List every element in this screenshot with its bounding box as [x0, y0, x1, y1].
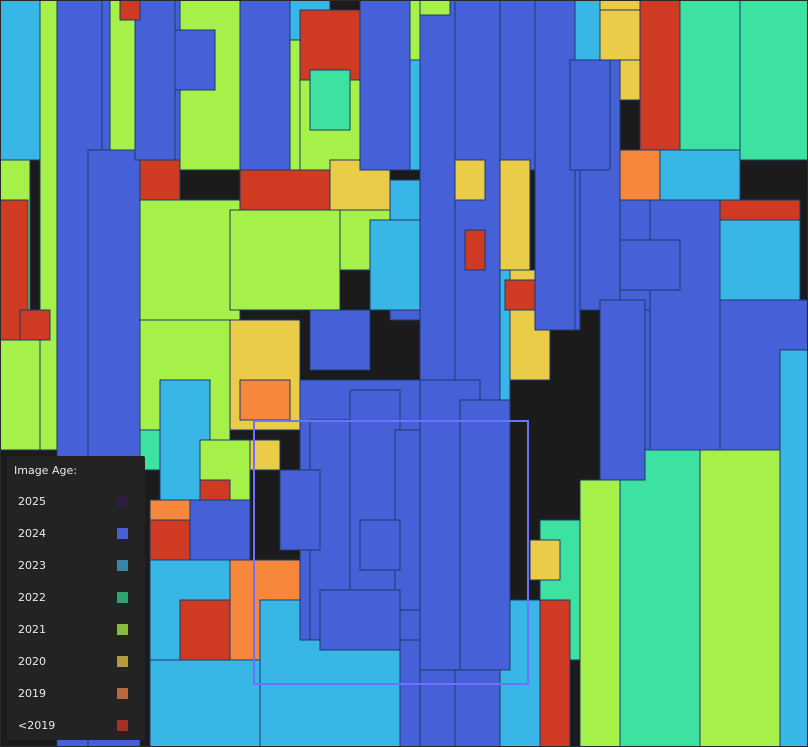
imagery-tile	[699, 449, 781, 747]
legend-item-2021: 2021	[7, 620, 145, 640]
imagery-tile	[149, 519, 191, 561]
legend-label: <2019	[18, 719, 56, 732]
imagery-tile	[619, 449, 701, 747]
legend-item-2023: 2023	[7, 556, 145, 576]
imagery-tile	[149, 659, 261, 747]
legend-swatch-2024	[117, 528, 128, 539]
imagery-column	[174, 29, 216, 91]
legend-item-2025: 2025	[7, 492, 145, 512]
legend-swatch-2021	[117, 624, 128, 635]
imagery-tile	[0, 339, 41, 451]
imagery-tile	[529, 539, 561, 581]
legend-item-2019: 2019	[7, 684, 145, 704]
legend-swatch-pre-2019	[117, 720, 128, 731]
imagery-tile	[239, 379, 291, 421]
imagery-tile	[599, 9, 641, 61]
imagery-column	[134, 0, 176, 161]
imagery-column	[534, 0, 576, 331]
imagery-tile	[504, 279, 536, 311]
imagery-column	[599, 299, 646, 481]
imagery-cluster-tile	[349, 389, 401, 621]
legend-label: 2023	[18, 559, 46, 572]
imagery-tile	[579, 479, 621, 747]
imagery-cluster-tile	[309, 309, 371, 371]
imagery-tile	[719, 199, 801, 221]
imagery-tile	[139, 159, 181, 201]
imagery-cluster-tile	[359, 519, 401, 571]
legend-swatch-2025	[117, 496, 128, 507]
imagery-cluster-tile	[369, 219, 421, 311]
imagery-tile	[464, 229, 486, 271]
imagery-tile	[139, 429, 161, 471]
imagery-column	[239, 0, 291, 171]
imagery-column	[569, 59, 611, 171]
imagery-tile	[619, 239, 681, 291]
imagery-column	[649, 199, 721, 451]
legend-label: 2021	[18, 623, 46, 636]
legend-title: Image Age:	[14, 464, 77, 477]
imagery-tile	[679, 0, 741, 151]
imagery-tile	[419, 0, 451, 16]
legend-label: 2022	[18, 591, 46, 604]
imagery-cluster-tile	[459, 399, 511, 671]
legend-swatch-2022	[117, 592, 128, 603]
imagery-tile	[739, 0, 808, 161]
imagery-tile	[19, 309, 51, 341]
legend-label: 2020	[18, 655, 46, 668]
imagery-column	[359, 0, 411, 171]
legend-item-2020: 2020	[7, 652, 145, 672]
legend-item-2022: 2022	[7, 588, 145, 608]
imagery-tile	[454, 159, 486, 201]
legend-swatch-2019	[117, 688, 128, 699]
imagery-tile	[239, 169, 331, 211]
imagery-tile	[229, 209, 341, 311]
legend-item-2024: 2024	[7, 524, 145, 544]
legend-swatch-2020	[117, 656, 128, 667]
imagery-cluster-tile	[319, 589, 401, 651]
image-age-legend: Image Age: 2025 2024 2023 2022 2021 2020…	[7, 456, 145, 740]
legend-label: 2024	[18, 527, 46, 540]
legend-label: 2019	[18, 687, 46, 700]
imagery-tile	[119, 0, 141, 21]
imagery-cluster-tile	[279, 469, 321, 551]
imagery-tile	[139, 199, 241, 331]
imagery-tile	[779, 349, 808, 747]
area-of-interest-box[interactable]	[253, 420, 529, 685]
imagery-tile	[309, 69, 351, 131]
legend-label: 2025	[18, 495, 46, 508]
legend-item-pre-2019: <2019	[7, 716, 145, 736]
legend-swatch-2023	[117, 560, 128, 571]
